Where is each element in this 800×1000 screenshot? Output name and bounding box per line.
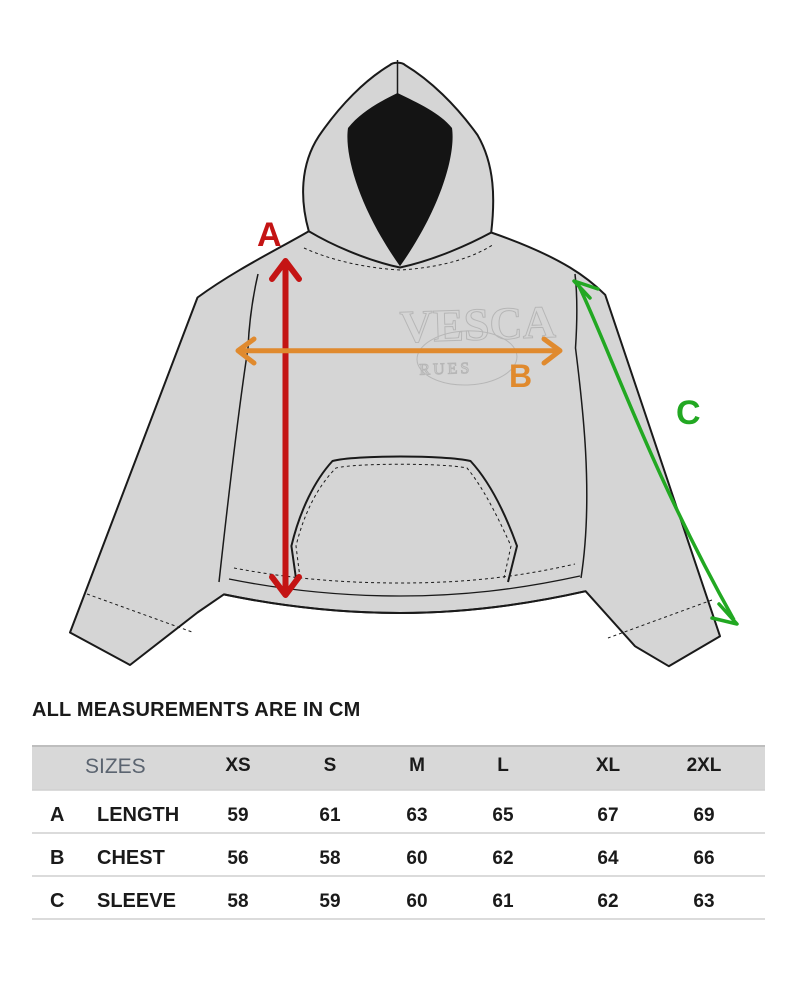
svg-text:XL: XL <box>596 755 621 776</box>
svg-text:59: 59 <box>319 891 340 912</box>
svg-text:A: A <box>257 216 282 254</box>
svg-text:XS: XS <box>225 755 250 776</box>
svg-text:66: 66 <box>693 848 714 869</box>
svg-text:VESCA: VESCA <box>399 296 557 352</box>
svg-text:A: A <box>50 804 64 826</box>
svg-text:B: B <box>509 358 532 394</box>
svg-text:61: 61 <box>492 891 514 912</box>
svg-text:60: 60 <box>406 891 427 912</box>
svg-text:59: 59 <box>227 805 248 826</box>
svg-text:SLEEVE: SLEEVE <box>97 890 176 912</box>
svg-text:2XL: 2XL <box>687 755 722 776</box>
svg-text:SIZES: SIZES <box>85 755 146 778</box>
svg-text:58: 58 <box>319 848 340 869</box>
svg-text:61: 61 <box>319 805 341 826</box>
svg-text:65: 65 <box>492 805 514 826</box>
svg-text:63: 63 <box>693 891 714 912</box>
svg-text:69: 69 <box>693 805 714 826</box>
svg-text:C: C <box>50 890 64 912</box>
svg-text:RUES: RUES <box>419 360 472 379</box>
svg-text:63: 63 <box>406 805 427 826</box>
svg-text:B: B <box>50 847 64 869</box>
svg-text:62: 62 <box>597 891 618 912</box>
svg-text:CHEST: CHEST <box>97 847 165 869</box>
svg-text:ALL MEASUREMENTS ARE IN CM: ALL MEASUREMENTS ARE IN CM <box>32 699 361 721</box>
svg-text:L: L <box>497 755 509 776</box>
svg-text:LENGTH: LENGTH <box>97 804 179 826</box>
svg-text:60: 60 <box>406 848 427 869</box>
svg-text:C: C <box>676 394 701 432</box>
svg-text:64: 64 <box>597 848 619 869</box>
svg-text:S: S <box>324 755 337 776</box>
svg-text:67: 67 <box>597 805 618 826</box>
svg-text:58: 58 <box>227 891 248 912</box>
svg-text:M: M <box>409 755 425 776</box>
svg-text:62: 62 <box>492 848 513 869</box>
svg-text:56: 56 <box>227 848 248 869</box>
